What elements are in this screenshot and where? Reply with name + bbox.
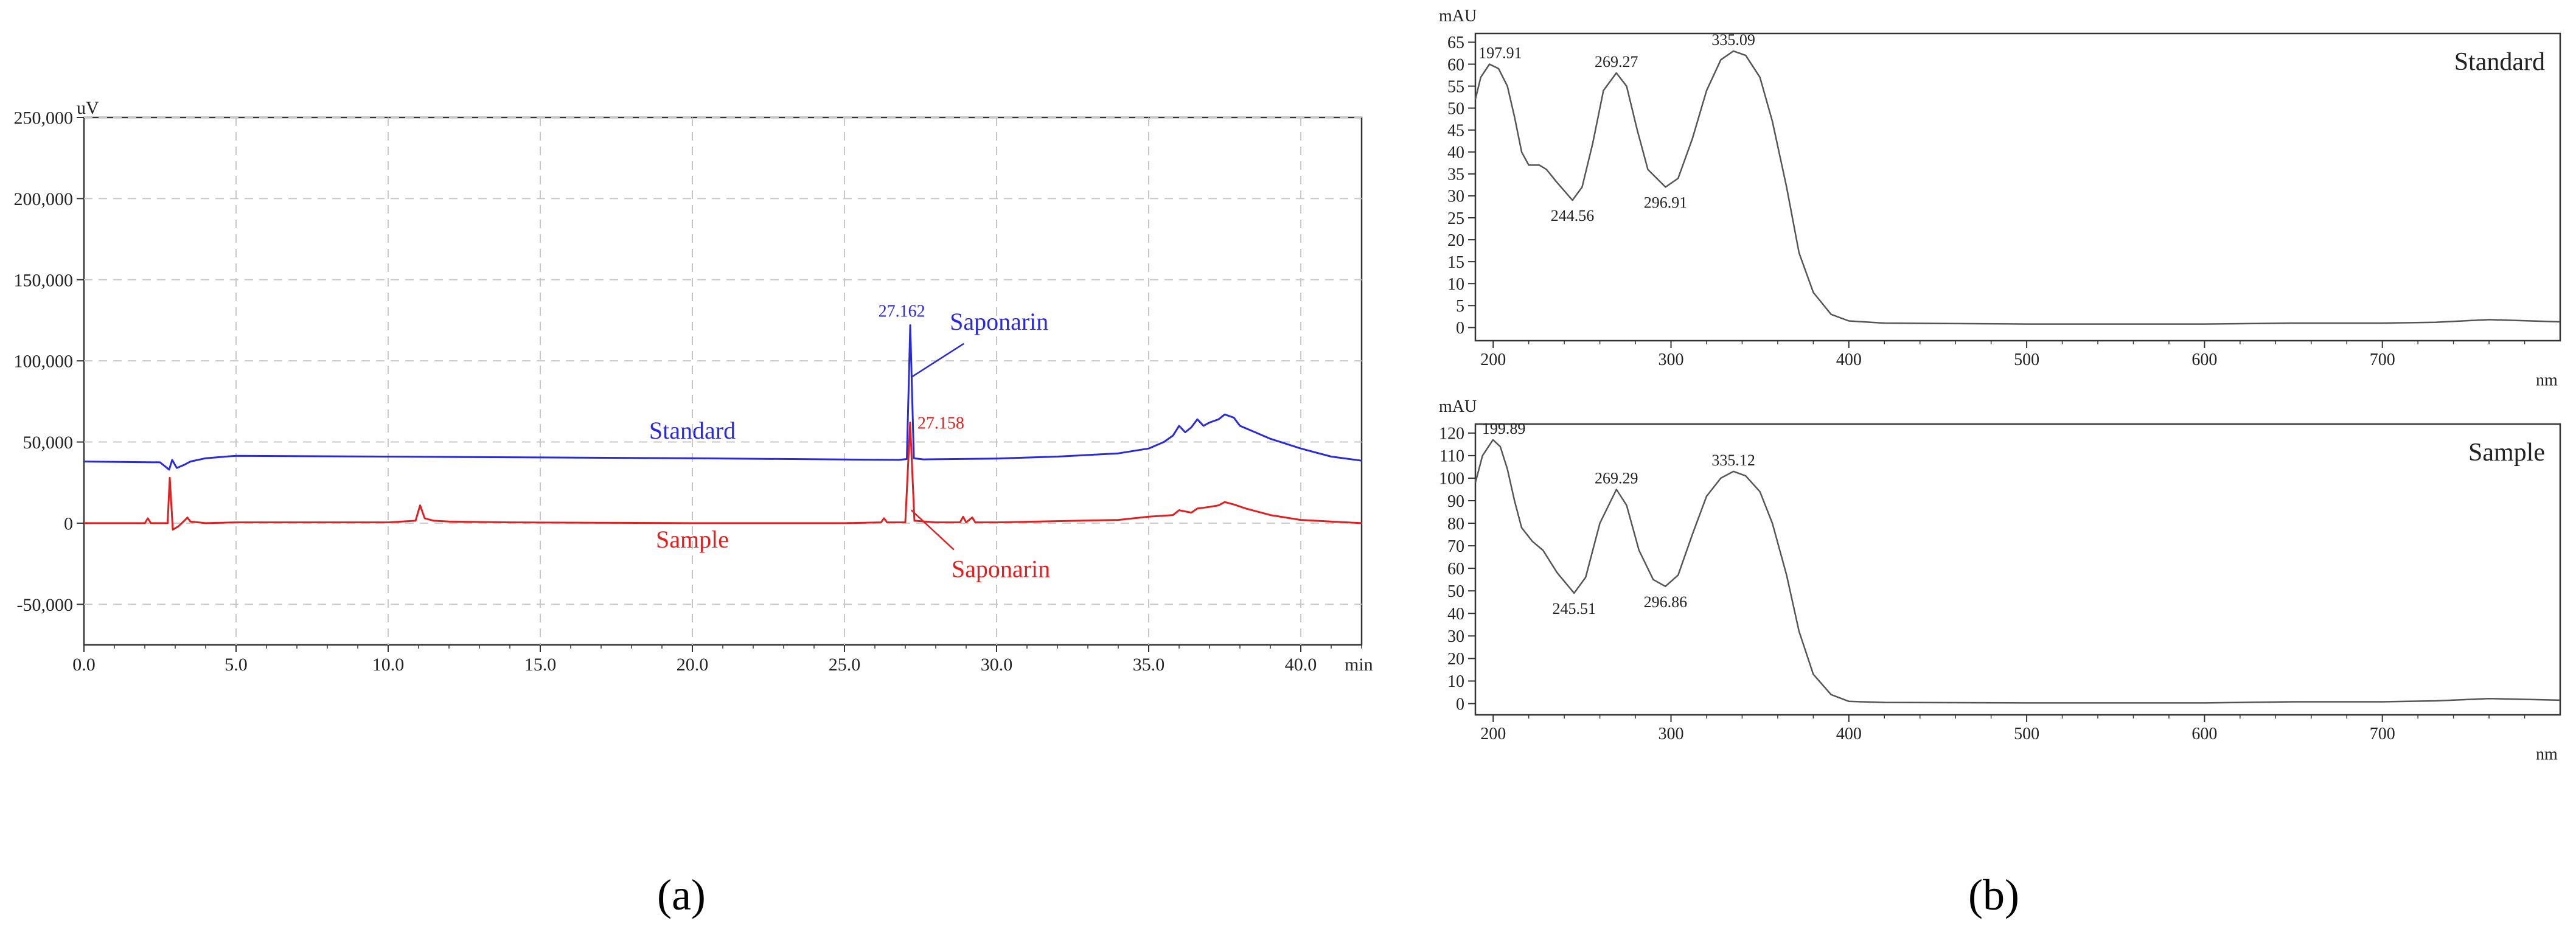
chromatogram-callout-line	[911, 509, 955, 551]
uv-standard-x-axis-unit: nm	[2536, 371, 2558, 390]
uv-sample-y-tick-label: 10	[1447, 672, 1464, 691]
uv-standard-y-tick-label: 20	[1447, 231, 1464, 250]
uv-standard-x-tick-label: 300	[1659, 350, 1684, 369]
uv-standard-y-tick-label: 50	[1447, 99, 1464, 118]
uv-sample-y-tick-label: 110	[1439, 447, 1464, 466]
chromatogram-callout-label: Saponarin	[952, 555, 1050, 583]
uv-sample-x-axis-unit: nm	[2536, 745, 2558, 764]
chromatogram-y-tick-label: 150,000	[14, 270, 74, 290]
uv-sample-y-tick-label: 30	[1447, 627, 1464, 646]
uv-sample-x-tick-label: 200	[1480, 725, 1506, 743]
uv-standard-y-tick-label: 55	[1447, 77, 1464, 96]
uv-standard-y-tick-label: 0	[1456, 319, 1464, 338]
uv-sample-y-tick-label: 90	[1447, 492, 1464, 511]
chromatogram-x-tick-label: 20.0	[677, 655, 709, 675]
uv-standard-y-tick-label: 30	[1447, 187, 1464, 206]
chromatogram-x-tick-label: 40.0	[1285, 655, 1317, 675]
uv-standard-series-line-standard	[1474, 50, 2561, 325]
chromatogram-x-tick-label: 25.0	[829, 655, 861, 675]
uv-sample-y-tick-label: 20	[1447, 650, 1464, 669]
uv-sample-series-line-sample	[1474, 439, 2561, 704]
uv-standard-y-tick-label: 45	[1447, 122, 1464, 141]
uv-standard-x-tick-label: 500	[2014, 350, 2039, 369]
uv-standard-peak-label: 335.09	[1711, 31, 1755, 49]
uv-sample-y-tick-label: 70	[1447, 537, 1464, 556]
chromatogram-y-tick-label: 50,000	[23, 433, 74, 453]
uv-sample-x-tick-label: 400	[1836, 725, 1862, 743]
uv-sample-valley-label: 245.51	[1553, 600, 1596, 618]
chromatogram-peak-label: 27.162	[879, 302, 925, 321]
chromatogram-callout-line	[911, 343, 964, 378]
chromatogram-series-label: Standard	[649, 417, 736, 444]
uv-standard-y-tick-label: 25	[1447, 209, 1464, 228]
chromatogram-x-tick-label: 10.0	[372, 655, 405, 675]
uv-sample-peak-label: 335.12	[1711, 451, 1755, 469]
uv-standard-peak-label: 269.27	[1595, 53, 1638, 71]
chromatogram-series-line-sample	[84, 422, 1362, 531]
uv-standard-y-tick-label: 40	[1447, 144, 1464, 162]
uv-sample-y-tick-label: 80	[1447, 515, 1464, 534]
chromatogram-series-line-standard	[83, 324, 1362, 471]
uv-sample-y-tick-label: 50	[1447, 582, 1464, 601]
uv-standard-valley-label: 296.91	[1644, 194, 1688, 212]
uv-sample-x-tick-label: 700	[2370, 725, 2395, 743]
uv-sample-peak-label: 269.29	[1595, 469, 1638, 487]
chromatogram-plot-frame	[83, 116, 1363, 646]
chromatogram-y-tick-label: 100,000	[14, 352, 74, 372]
uv-standard-x-tick-label: 400	[1836, 350, 1862, 369]
uv-standard-y-tick-label: 5	[1456, 297, 1464, 316]
uv-standard-y-tick-label: 65	[1447, 33, 1464, 52]
uv-sample-y-tick-label: 100	[1439, 470, 1464, 489]
chromatogram-x-tick-label: 15.0	[524, 655, 557, 675]
uv-sample-x-tick-label: 300	[1659, 725, 1684, 743]
uv-sample-x-tick-label: 500	[2014, 725, 2039, 743]
chromatogram-x-tick-label: 30.0	[981, 655, 1013, 675]
uv-sample-title: Sample	[2468, 439, 2545, 467]
uv-sample-y-tick-label: 120	[1439, 425, 1464, 444]
uv-sample-x-tick-label: 600	[2191, 725, 2217, 743]
uv-sample-plot-frame	[1474, 423, 2561, 716]
chromatogram-peak-label: 27.158	[917, 414, 964, 433]
uv-standard-x-tick-label: 200	[1480, 350, 1506, 369]
chromatogram-x-tick-label: 0.0	[72, 655, 96, 675]
chromatogram-x-tick-label: 5.0	[225, 655, 248, 675]
uv-standard-plot-frame	[1474, 32, 2561, 342]
chromatogram-y-tick-label: 250,000	[14, 108, 74, 128]
panel-label-a: (a)	[657, 871, 706, 919]
uv-standard-title: Standard	[2454, 48, 2545, 76]
uv-sample-valley-label: 296.86	[1644, 593, 1688, 611]
panel-label-b: (b)	[1968, 871, 2019, 919]
uv-standard-valley-label: 244.56	[1551, 207, 1595, 224]
chromatogram-y-tick-label: 0	[64, 513, 73, 534]
uv-sample-y-tick-label: 40	[1447, 605, 1464, 624]
uv-sample-y-tick-label: 0	[1456, 695, 1464, 714]
chromatogram-callout-label: Saponarin	[950, 308, 1048, 335]
chromatogram-x-tick-label: 35.0	[1133, 655, 1165, 675]
chromatogram-y-tick-label: 200,000	[14, 189, 74, 209]
uv-standard-y-tick-label: 10	[1447, 275, 1464, 294]
chromatogram-x-axis-unit: min	[1345, 655, 1373, 675]
uv-standard-y-tick-label: 60	[1447, 55, 1464, 74]
uv-standard-x-tick-label: 600	[2191, 350, 2217, 369]
chromatogram-series-label: Sample	[656, 526, 729, 553]
uv-sample-peak-label: 199.89	[1482, 420, 1526, 437]
uv-sample-y-axis-unit: mAU	[1439, 397, 1477, 416]
chromatogram-y-axis-unit: uV	[77, 98, 99, 118]
uv-standard-y-tick-label: 35	[1447, 165, 1464, 184]
uv-standard-x-tick-label: 700	[2370, 350, 2395, 369]
chromatogram-y-tick-label: -50,000	[17, 595, 74, 615]
uv-standard-peak-label: 197.91	[1478, 44, 1522, 62]
uv-standard-y-tick-label: 15	[1447, 253, 1464, 272]
uv-standard-y-axis-unit: mAU	[1439, 7, 1477, 26]
uv-sample-y-tick-label: 60	[1447, 560, 1464, 579]
